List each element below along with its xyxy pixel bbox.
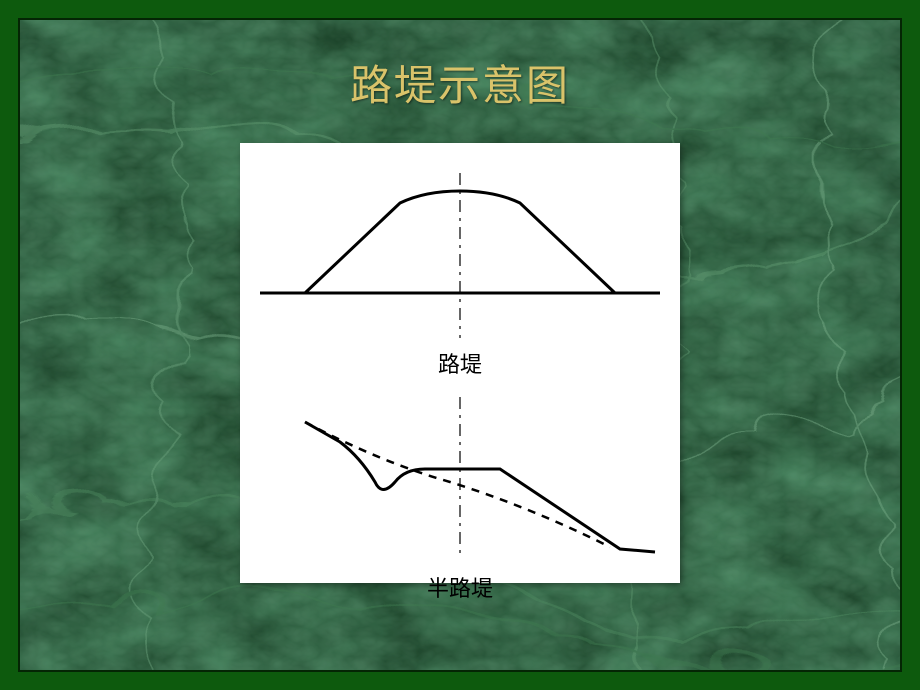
slide-title: 路堤示意图 — [350, 52, 570, 113]
figure-half-embankment — [250, 387, 670, 567]
slide-inner-area: 路堤示意图 路堤 半路堤 — [18, 18, 902, 672]
figure1-label: 路堤 — [250, 343, 670, 387]
slide-content: 路堤示意图 路堤 半路堤 — [20, 20, 900, 670]
fig2-natural-ground — [305, 422, 610, 547]
diagram-container: 路堤 半路堤 — [240, 143, 680, 583]
fig2-embankment-outline — [305, 422, 655, 552]
slide-outer-frame: 路堤示意图 路堤 半路堤 — [0, 0, 920, 690]
figure-embankment — [250, 163, 670, 343]
figure2-label: 半路堤 — [250, 567, 670, 611]
